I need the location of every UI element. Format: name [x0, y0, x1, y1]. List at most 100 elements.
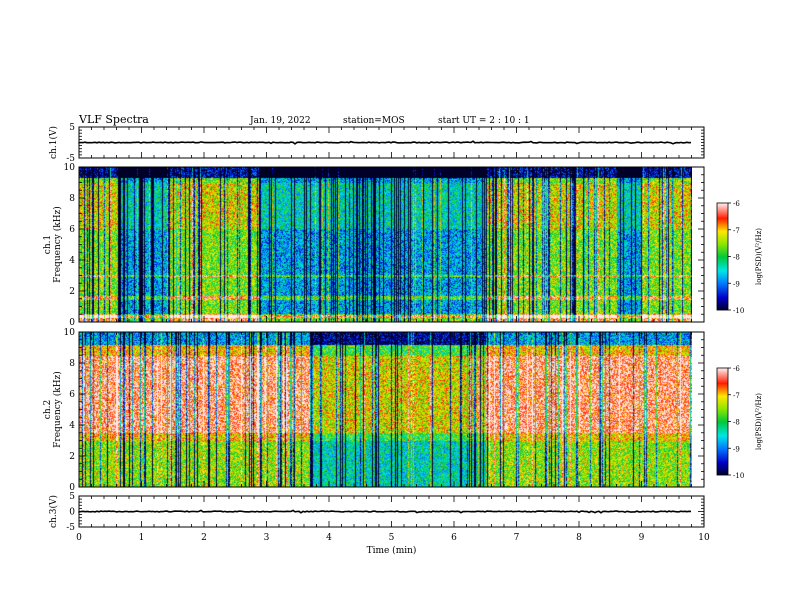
colorbar-cell	[717, 239, 728, 241]
colorbar-cell	[717, 454, 728, 456]
colorbar-cell	[717, 379, 728, 381]
colorbars: -6 -7 -8 -9 -10 log(PSD)(V²/Hz) -6 -7 -8 -9 -10 log…	[716, 200, 763, 480]
colorbar-cell	[717, 269, 728, 271]
colorbar-cell	[717, 216, 728, 218]
colorbar-cell	[717, 382, 728, 384]
colorbar-cell	[717, 253, 728, 255]
colorbar-cell	[717, 308, 728, 310]
colorbar-cell	[717, 462, 728, 464]
colorbar-cell	[717, 301, 728, 303]
colorbar-cell	[717, 429, 728, 431]
colorbar-cell	[717, 471, 728, 473]
colorbar-cell	[717, 465, 728, 467]
colorbar-cell	[717, 417, 728, 419]
colorbar-tick-label: -7	[733, 227, 740, 235]
y-tick-label: -5	[66, 154, 75, 164]
colorbar-cell	[717, 371, 728, 373]
colorbar-cell	[717, 298, 728, 300]
colorbar-cell	[717, 218, 728, 220]
colorbar-cell	[717, 423, 728, 425]
colorbar-cell	[717, 228, 728, 230]
colorbar-cell	[717, 249, 728, 251]
colorbar-cell	[717, 259, 728, 261]
figure-title: VLF Spectra	[78, 113, 149, 126]
y-axis-label: ch.3(V)	[48, 495, 59, 528]
colorbar-cell	[717, 430, 728, 432]
y-tick-label: 2	[69, 287, 75, 297]
colorbar-cell	[717, 213, 728, 215]
colorbar-tick-label: -8	[733, 419, 740, 427]
colorbar-cell	[717, 267, 728, 269]
colorbar-cell	[717, 412, 728, 414]
colorbar-cell	[717, 237, 728, 239]
colorbar-cell	[717, 455, 728, 457]
colorbar-cell	[717, 220, 728, 222]
colorbar-cell	[717, 281, 728, 283]
colorbar-cell	[717, 271, 728, 273]
colorbar-label: log(PSD)(V²/Hz)	[755, 393, 763, 450]
colorbar-cell	[717, 215, 728, 217]
colorbar-cell	[717, 265, 728, 267]
colorbar-cell	[717, 390, 728, 392]
colorbar-cell	[717, 288, 728, 290]
figure-date: Jan. 19, 2022	[249, 116, 311, 126]
colorbar-cell	[717, 272, 728, 274]
y-tick-label: 0	[69, 483, 75, 493]
colorbar-cell	[717, 286, 728, 288]
colorbar-cell	[717, 222, 728, 224]
colorbar-cell	[717, 304, 728, 306]
colorbar-cell	[717, 381, 728, 383]
colorbar-cell	[717, 409, 728, 411]
colorbar-cell	[717, 306, 728, 308]
colorbar-cell	[717, 278, 728, 280]
colorbar-cell	[717, 391, 728, 393]
colorbar-cell	[717, 246, 728, 248]
colorbar-cell	[717, 299, 728, 301]
colorbar-cell	[717, 276, 728, 278]
colorbar-cell	[717, 413, 728, 415]
y-axis-label: ch.1	[43, 235, 53, 254]
colorbar-cell	[717, 300, 728, 302]
colorbar-cell	[717, 470, 728, 472]
x-tick-label: 5	[389, 533, 395, 543]
colorbar-cell	[717, 262, 728, 264]
colorbar-cell	[717, 295, 728, 297]
colorbar-cell	[717, 378, 728, 380]
colorbar-cell	[717, 207, 728, 209]
colorbar-cell	[717, 436, 728, 438]
colorbar-cell	[717, 385, 728, 387]
colorbar-cell	[717, 248, 728, 250]
colorbar-tick-label: -10	[733, 307, 744, 315]
colorbar-cell	[717, 296, 728, 298]
colorbar-cell	[717, 268, 728, 270]
colorbar-cell	[717, 426, 728, 428]
colorbar-cell	[717, 297, 728, 299]
colorbar-cell	[717, 302, 728, 304]
waveform-line	[78, 140, 692, 145]
colorbar-cell	[717, 398, 728, 400]
colorbar-cell	[717, 209, 728, 211]
colorbar-cell	[717, 242, 728, 244]
y-tick-label: 6	[69, 390, 75, 400]
colorbar-cell	[717, 219, 728, 221]
x-axis-label: Time (min)	[367, 545, 417, 556]
figure-station: station=MOS	[343, 116, 405, 126]
colorbar-cell	[717, 247, 728, 249]
colorbar-cell	[717, 404, 728, 406]
colorbar-cell	[717, 389, 728, 391]
colorbar-cell	[717, 464, 728, 466]
colorbar-cell	[717, 206, 728, 208]
colorbar-cell	[717, 419, 728, 421]
colorbar: -6 -7 -8 -9 -10 log(PSD)(V²/Hz)	[716, 365, 763, 480]
colorbar-cell	[717, 422, 728, 424]
colorbar-cell	[717, 472, 728, 474]
colorbar-cell	[717, 264, 728, 266]
colorbar-cell	[717, 303, 728, 305]
colorbar-cell	[717, 433, 728, 435]
colorbar-cell	[717, 424, 728, 426]
colorbar-tick-label: -9	[733, 445, 740, 453]
colorbar-cell	[717, 274, 728, 276]
colorbar-tick-label: -7	[733, 392, 740, 400]
y-axis-label: ch.2	[43, 400, 53, 419]
colorbar-cell	[717, 435, 728, 437]
